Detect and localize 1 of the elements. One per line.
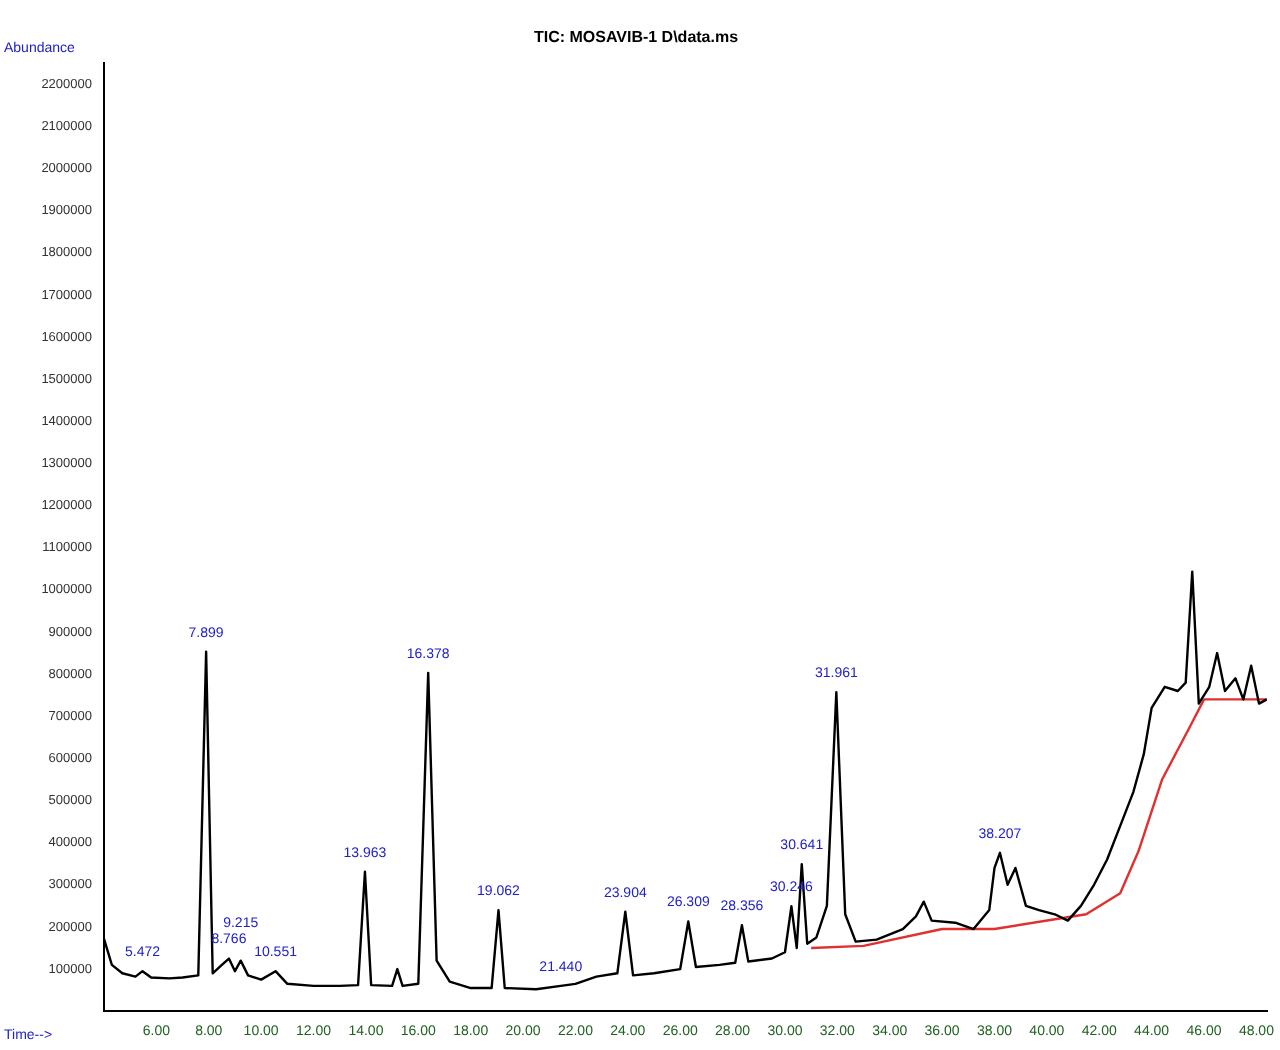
chart-title: TIC: MOSAVIB-1 D\data.ms [533, 28, 740, 47]
